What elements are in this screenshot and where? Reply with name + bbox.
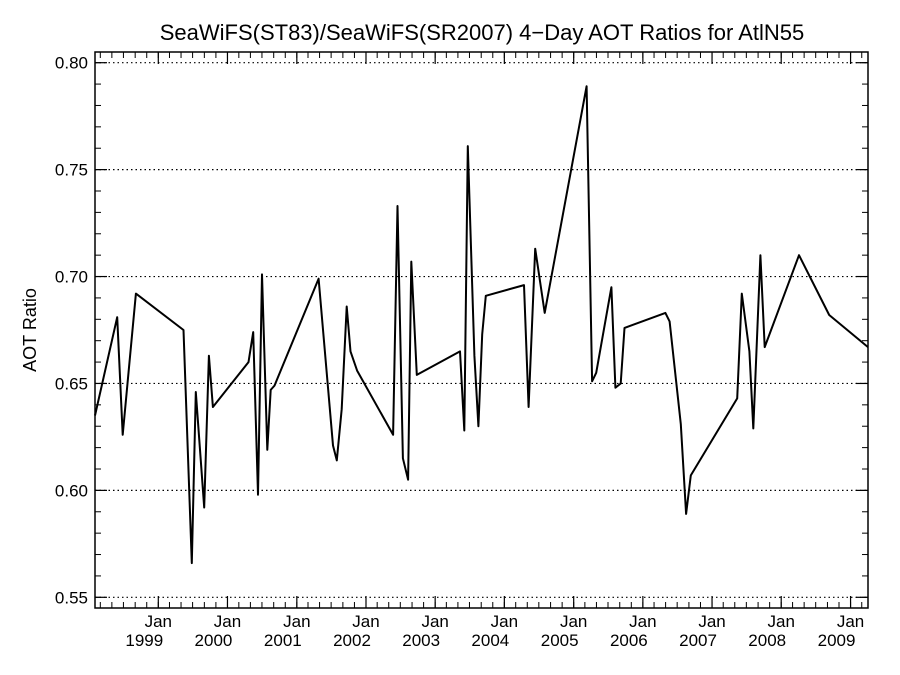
x-tick-year: 2002	[333, 631, 371, 650]
x-tick-month: Jan	[698, 612, 725, 631]
x-tick-year: 2004	[471, 631, 509, 650]
x-tick-labels: Jan1999Jan2000Jan2001Jan2002Jan2003Jan20…	[125, 612, 864, 650]
x-tick-month: Jan	[560, 612, 587, 631]
x-tick-year: 2007	[679, 631, 717, 650]
x-tick-month: Jan	[352, 612, 379, 631]
y-tick-label: 0.80	[55, 54, 88, 73]
x-tick-month: Jan	[145, 612, 172, 631]
x-tick-year: 2008	[748, 631, 786, 650]
series-line	[94, 85, 869, 565]
x-tick-month: Jan	[837, 612, 864, 631]
y-tick-label: 0.75	[55, 161, 88, 180]
x-tick-month: Jan	[421, 612, 448, 631]
gridlines	[95, 62, 868, 598]
x-tick-year: 2005	[541, 631, 579, 650]
x-tick-year: 2003	[402, 631, 440, 650]
chart-title: SeaWiFS(ST83)/SeaWiFS(SR2007) 4−Day AOT …	[160, 20, 805, 45]
x-tick-year: 2000	[195, 631, 233, 650]
x-tick-year: 1999	[125, 631, 163, 650]
x-tick-year: 2001	[264, 631, 302, 650]
x-tick-month: Jan	[283, 612, 310, 631]
y-tick-label: 0.65	[55, 374, 88, 393]
y-tick-label: 0.70	[55, 268, 88, 287]
x-tick-month: Jan	[767, 612, 794, 631]
y-tick-labels: 0.55 0.60 0.65 0.70 0.75 0.80	[55, 54, 88, 608]
plot-frame	[94, 51, 869, 609]
x-tick-month: Jan	[629, 612, 656, 631]
x-tick-month: Jan	[214, 612, 241, 631]
axis-ticks	[95, 52, 868, 608]
y-tick-label: 0.55	[55, 588, 88, 607]
x-tick-year: 2009	[818, 631, 856, 650]
x-tick-month: Jan	[491, 612, 518, 631]
x-tick-year: 2006	[610, 631, 648, 650]
y-tick-label: 0.60	[55, 481, 88, 500]
y-axis-label: AOT Ratio	[20, 288, 40, 372]
